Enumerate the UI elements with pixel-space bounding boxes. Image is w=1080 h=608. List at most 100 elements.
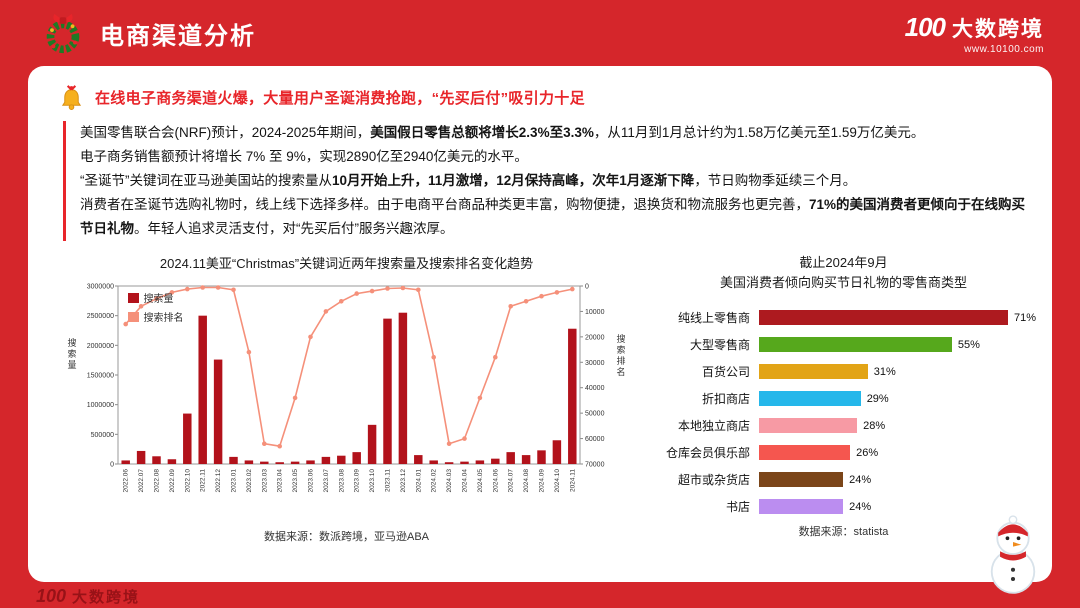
svg-text:2022.07: 2022.07 xyxy=(138,469,145,493)
svg-text:40000: 40000 xyxy=(585,385,605,392)
retailer-bar-area: 24% xyxy=(759,499,1022,515)
combo-chart-source: 数据来源：数派跨境，亚马逊ABA xyxy=(263,531,429,544)
retailer-bar-value: 55% xyxy=(957,338,980,351)
analysis-paragraph: 消费者在圣诞节选购礼物时，线上线下选择多样。由于电商平台商品种类更丰富，购物便捷… xyxy=(80,197,1026,237)
svg-text:2022.08: 2022.08 xyxy=(153,469,160,493)
svg-text:2023.11: 2023.11 xyxy=(384,469,391,492)
svg-text:2024.05: 2024.05 xyxy=(476,469,483,493)
retailer-bar-label: 大型零售商 xyxy=(689,338,750,353)
svg-text:2023.08: 2023.08 xyxy=(338,469,345,493)
svg-text:500000: 500000 xyxy=(90,432,113,439)
analysis-paragraph: 电子商务销售额预计将增长 7% 至 9%，实现2890亿至2940亿美元的水平。 xyxy=(80,149,528,165)
legend-item-volume: 搜索量 xyxy=(127,290,184,305)
svg-text:70000: 70000 xyxy=(585,462,605,469)
svg-text:2024.04: 2024.04 xyxy=(461,469,468,493)
retailer-bar xyxy=(759,364,868,380)
svg-text:20000: 20000 xyxy=(585,334,605,341)
retailer-bar xyxy=(759,310,1008,326)
svg-text:2023.04: 2023.04 xyxy=(276,469,283,493)
bell-icon xyxy=(61,85,82,110)
svg-text:2022.06: 2022.06 xyxy=(122,469,129,493)
svg-text:2500000: 2500000 xyxy=(86,313,113,320)
svg-text:2023.10: 2023.10 xyxy=(369,469,376,493)
svg-text:2023.12: 2023.12 xyxy=(399,469,406,493)
legend-item-rank: 搜索排名 xyxy=(127,309,184,325)
svg-text:2024.02: 2024.02 xyxy=(430,469,437,493)
retailer-bar xyxy=(759,445,851,461)
svg-text:2022.10: 2022.10 xyxy=(184,469,191,493)
brand-logo-mark: 100 xyxy=(904,11,946,42)
retailer-bar-value: 24% xyxy=(849,473,872,486)
page-title: 电商渠道分析 xyxy=(100,22,256,50)
retailer-bar-row: 书店 24% xyxy=(661,493,1022,520)
retailer-chart-title-line1: 截止2024年9月 xyxy=(799,255,888,271)
snowman-illustration xyxy=(990,515,1036,594)
svg-text:60000: 60000 xyxy=(585,436,605,443)
combo-chart-svg: 0500000100000015000002000000250000030000… xyxy=(86,284,605,493)
retailer-bar xyxy=(759,418,858,434)
retailer-bar-area: 29% xyxy=(759,391,1022,407)
retailer-bar-row: 超市或杂货店 24% xyxy=(661,466,1022,493)
analysis-paragraph: 美国零售联合会(NRF)预计，2024-2025年期间，美国假日零售总额将增长2… xyxy=(80,125,925,140)
retailer-bar-area: 31% xyxy=(759,364,1022,380)
retailer-chart-source: 数据来源：statista xyxy=(798,526,889,539)
retailer-bar-row: 折扣商店 29% xyxy=(661,385,1022,412)
svg-text:2000000: 2000000 xyxy=(86,343,113,350)
left-axis-label: 搜索量 xyxy=(66,338,77,372)
retailer-bar-label: 折扣商店 xyxy=(701,392,750,407)
retailer-bar-label: 本地独立商店 xyxy=(677,419,750,434)
combo-chart-legend: 搜索量 搜索排名 xyxy=(127,290,184,325)
retailer-chart: 截止2024年9月 美国消费者倾向购买节日礼物的零售商类型 纯线上零售商 71% 大… xyxy=(639,253,1036,544)
retailer-bar-row: 大型零售商 55% xyxy=(661,331,1022,358)
retailer-bar-area: 26% xyxy=(759,445,1022,461)
svg-text:1000000: 1000000 xyxy=(86,402,113,409)
retailer-bar-area: 24% xyxy=(759,472,1022,488)
svg-text:2024.09: 2024.09 xyxy=(538,469,545,493)
retailer-bar-label: 百货公司 xyxy=(701,365,750,380)
retailer-bar-row: 本地独立商店 28% xyxy=(661,412,1022,439)
svg-text:2023.03: 2023.03 xyxy=(261,469,268,493)
retailer-bar-value: 24% xyxy=(849,500,872,513)
svg-text:2023.05: 2023.05 xyxy=(292,469,299,493)
analysis-paragraphs: 美国零售联合会(NRF)预计，2024-2025年期间，美国假日零售总额将增长2… xyxy=(63,121,1026,242)
svg-text:2024.06: 2024.06 xyxy=(492,469,499,493)
brand-logo-name: 大数跨境 xyxy=(952,17,1044,41)
retailer-bar xyxy=(759,472,844,488)
retailer-bar-label: 仓库会员俱乐部 xyxy=(665,446,750,461)
analysis-paragraph: “圣诞节”关键词在亚马逊美国站的搜索量从10月开始上升，11月激增，12月保持高… xyxy=(80,173,857,189)
legend-swatch-rank xyxy=(127,311,139,322)
retailer-bar-label: 书店 xyxy=(725,500,750,515)
retailer-bar-row: 纯线上零售商 71% xyxy=(661,304,1036,331)
svg-text:2023.06: 2023.06 xyxy=(307,469,314,493)
retailer-bar-label: 超市或杂货店 xyxy=(677,473,750,488)
retailer-bar-row: 百货公司 31% xyxy=(661,358,1022,385)
svg-text:2023.02: 2023.02 xyxy=(245,469,252,493)
retailer-chart-title-line2: 美国消费者倾向购买节日礼物的零售商类型 xyxy=(719,274,967,290)
svg-text:2023.09: 2023.09 xyxy=(353,469,360,493)
svg-text:2024.07: 2024.07 xyxy=(507,469,514,493)
svg-text:2024.11: 2024.11 xyxy=(569,469,576,492)
svg-text:2023.01: 2023.01 xyxy=(230,469,237,493)
retailer-bar-value: 26% xyxy=(856,446,879,459)
svg-text:2024.01: 2024.01 xyxy=(415,469,422,493)
header: 电商渠道分析 100 大数跨境 www.10100.com xyxy=(0,0,1080,66)
combo-chart: 2024.11美亚“Christmas”关键词近两年搜索量及搜索排名变化趋势 0… xyxy=(54,253,639,544)
footer-logo-name: 大数跨境 xyxy=(72,589,141,606)
footer-logo-mark: 100 xyxy=(36,586,67,606)
content-panel: 在线电子商务渠道火爆，大量用户圣诞消费抢跑，“先买后付”吸引力十足 美国零售联合… xyxy=(28,66,1052,582)
combo-chart-plot: 0 500000 1000000 1500000 2000000 2500000 30000… xyxy=(66,276,628,525)
brand-logo: 100 大数跨境 www.10100.com xyxy=(905,12,1044,55)
svg-text:2022.11: 2022.11 xyxy=(199,469,206,492)
retailer-bar xyxy=(759,499,844,515)
retailer-bar-label: 纯线上零售商 xyxy=(677,311,750,326)
svg-text:2024.08: 2024.08 xyxy=(523,469,530,493)
legend-swatch-volume xyxy=(127,292,139,303)
svg-text:0: 0 xyxy=(110,462,114,469)
svg-text:10000: 10000 xyxy=(585,309,605,316)
brand-url: www.10100.com xyxy=(964,43,1044,55)
legend-label-rank: 搜索排名 xyxy=(143,313,184,325)
retailer-bar-value: 28% xyxy=(863,419,886,432)
svg-text:50000: 50000 xyxy=(585,411,605,418)
retailer-bar-area: 28% xyxy=(759,418,1022,434)
right-axis-label: 搜索排名 xyxy=(615,334,626,379)
